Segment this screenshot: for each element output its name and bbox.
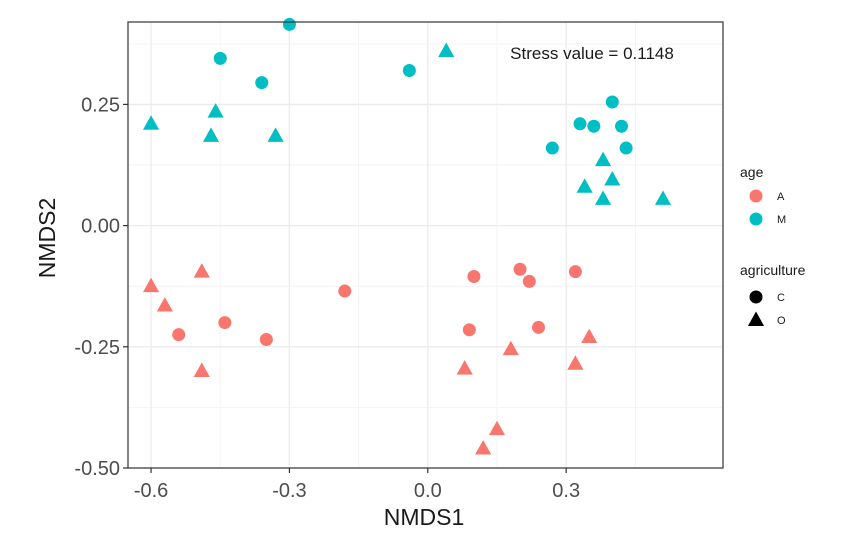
x-tick-label: 0.3	[552, 480, 580, 502]
point-a-c	[522, 274, 536, 288]
y-tick-label: 0.25	[81, 94, 120, 116]
point-a-o	[488, 420, 506, 436]
point-a-c	[338, 284, 352, 298]
legend-key-a	[749, 189, 763, 203]
x-tick-label: 0.0	[414, 480, 442, 502]
point-m-o	[595, 190, 612, 205]
point-a-c	[467, 270, 481, 284]
point-m-c	[615, 119, 629, 133]
point-m-o	[438, 42, 455, 58]
point-m-o	[595, 151, 612, 167]
point-a-o	[456, 360, 473, 375]
legend-color-keys: AM	[749, 189, 786, 226]
point-a-o	[193, 362, 210, 377]
point-m-c	[619, 141, 633, 155]
point-m-c	[545, 141, 559, 155]
stress-annotation: Stress value = 0.1148	[510, 44, 674, 63]
panel-border	[127, 21, 724, 469]
point-a-o	[567, 355, 584, 370]
point-a-o	[142, 277, 160, 293]
point-m-o	[142, 115, 160, 130]
legend-color-title: age	[740, 164, 764, 180]
point-a-c	[568, 265, 582, 279]
point-m-c	[573, 117, 587, 131]
point-m-c	[213, 51, 227, 65]
point-a-c	[172, 328, 186, 342]
y-axis-title: NMDS2	[34, 198, 60, 279]
legend-shape-keys: CO	[747, 290, 786, 327]
y-tick-label: 0.00	[81, 216, 120, 238]
point-m-o	[267, 127, 284, 142]
axis-ticks: -0.6 -0.3 0.0 0.3 -0.50 -0.25 0.00 0.25	[74, 94, 580, 502]
point-m-c	[282, 17, 296, 31]
point-a-c	[513, 262, 527, 276]
x-axis-title: NMDS1	[384, 504, 465, 530]
legend-key-triangle	[747, 311, 765, 326]
y-tick-label: -0.25	[74, 337, 120, 359]
point-m-c	[587, 119, 601, 133]
y-tick-label: -0.50	[74, 458, 120, 480]
legend-label-m: M	[777, 214, 786, 226]
point-m-o	[202, 127, 220, 142]
point-m-o	[654, 190, 672, 205]
point-a-c	[259, 333, 273, 347]
legend: age AM agriculture CO	[740, 164, 806, 327]
point-a-o	[581, 328, 598, 344]
point-m-o	[604, 171, 621, 186]
x-tick-label: -0.3	[272, 480, 306, 502]
point-a-o	[502, 340, 519, 356]
points	[142, 17, 672, 455]
grid	[128, 22, 723, 469]
point-a-c	[462, 323, 476, 337]
point-m-c	[605, 95, 619, 109]
legend-key-circle	[749, 290, 763, 304]
point-m-o	[207, 103, 224, 118]
point-a-o	[475, 440, 492, 455]
point-m-c	[255, 76, 269, 90]
point-a-o	[193, 263, 210, 278]
legend-label-c: C	[777, 292, 785, 304]
legend-label-o: O	[777, 315, 786, 327]
legend-shape-title: agriculture	[740, 262, 806, 278]
legend-key-m	[749, 212, 763, 226]
x-tick-label: -0.6	[134, 480, 168, 502]
point-a-c	[532, 320, 546, 334]
legend-label-a: A	[777, 191, 785, 203]
point-m-c	[402, 63, 416, 77]
point-a-o	[156, 297, 173, 312]
point-a-c	[218, 316, 232, 330]
point-m-o	[576, 178, 593, 193]
